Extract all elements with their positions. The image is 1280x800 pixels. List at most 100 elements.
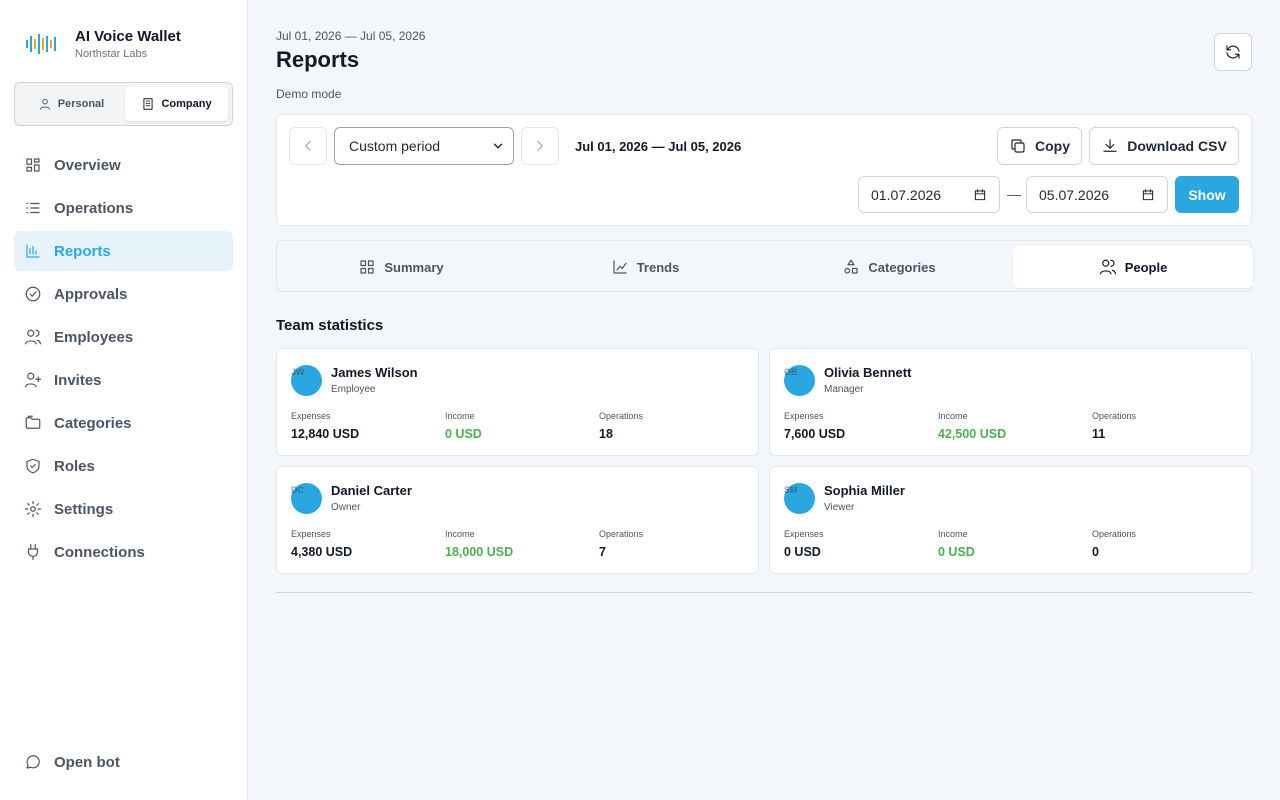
- stat-label: Operations: [599, 411, 644, 421]
- app-name: AI Voice Wallet: [75, 28, 181, 45]
- nav-label: Reports: [54, 242, 111, 260]
- avatar-initials: OB: [784, 367, 798, 377]
- period-select[interactable]: Custom period: [334, 127, 514, 165]
- nav-label: Overview: [54, 156, 121, 174]
- avatar: SM: [784, 483, 815, 514]
- tab[interactable]: Summary: [281, 246, 521, 288]
- icon: [24, 329, 42, 345]
- icon: [26, 244, 40, 258]
- show-button[interactable]: Show: [1175, 176, 1239, 213]
- tab-bar: Summary Trends Categories People: [276, 240, 1253, 292]
- stat-label: Income: [445, 529, 475, 539]
- avatar: DC: [291, 483, 322, 514]
- stat-label: Operations: [1092, 529, 1137, 539]
- stat-value: 12,840 USD: [291, 427, 360, 441]
- nav-item[interactable]: Settings: [14, 489, 233, 529]
- icon: [27, 543, 39, 561]
- icon: [1099, 259, 1116, 275]
- refresh-button[interactable]: [1214, 33, 1252, 71]
- avatar-initials: JW: [291, 367, 305, 377]
- header-range: Jul 01, 2026 — Jul 05, 2026: [276, 29, 426, 43]
- avatar: JW: [291, 365, 322, 396]
- open-bot[interactable]: Open bot: [14, 742, 233, 782]
- org-name: Northstar Labs: [75, 48, 148, 60]
- nav-item[interactable]: Reports: [14, 231, 233, 271]
- nav-item[interactable]: Overview: [14, 145, 233, 185]
- icon: [26, 158, 40, 172]
- icon: [844, 259, 858, 274]
- download-button[interactable]: Download CSV: [1089, 127, 1239, 165]
- icon: [26, 202, 40, 214]
- tab[interactable]: Categories: [769, 246, 1009, 288]
- date-from-value: 01.07.2026: [871, 186, 942, 203]
- icon: [613, 260, 627, 274]
- nav-label: Invites: [54, 371, 102, 389]
- tab-label: Trends: [636, 259, 680, 275]
- stat-value: 4,380 USD: [291, 545, 353, 559]
- stat-label: Income: [938, 411, 968, 421]
- avatar: OB: [784, 365, 815, 396]
- nav-label: Connections: [54, 543, 145, 561]
- section-title: Team statistics: [276, 317, 384, 334]
- stat-value: 18,000 USD: [445, 545, 514, 559]
- icon: [24, 372, 42, 388]
- stat-label: Expenses: [291, 411, 331, 421]
- person-card: DC Daniel Carter Owner Expenses 4,380 USD Inc…: [276, 466, 759, 574]
- stat-label: Income: [938, 529, 968, 539]
- person-name: Olivia Bennett: [824, 365, 912, 380]
- person-name: Sophia Miller: [824, 483, 905, 498]
- nav-item[interactable]: Operations: [14, 188, 233, 228]
- nav-item[interactable]: Employees: [14, 317, 233, 357]
- person-role: Owner: [331, 502, 361, 513]
- tab-label: People: [1124, 259, 1168, 275]
- prev-button[interactable]: [289, 127, 327, 165]
- stat-value: 0 USD: [938, 545, 975, 559]
- nav-label: Settings: [54, 500, 114, 518]
- copy-button[interactable]: Copy: [997, 127, 1082, 165]
- icon: [25, 286, 41, 302]
- avatar-initials: SM: [784, 485, 798, 495]
- date-from[interactable]: 01.07.2026: [858, 176, 1000, 213]
- nav-item[interactable]: Roles: [14, 446, 233, 486]
- nav-item[interactable]: Invites: [14, 360, 233, 400]
- period-value: Custom period: [349, 138, 441, 154]
- person-name: James Wilson: [331, 365, 418, 380]
- person-role: Employee: [331, 384, 376, 395]
- logo: [26, 34, 56, 54]
- stat-label: Expenses: [291, 529, 331, 539]
- nav-label: Approvals: [54, 285, 128, 303]
- download-label: Download CSV: [1127, 138, 1227, 154]
- tab[interactable]: People: [1013, 246, 1253, 288]
- date-to-value: 05.07.2026: [1039, 186, 1110, 203]
- icon: [26, 458, 40, 474]
- nav-label: Roles: [54, 457, 95, 475]
- toolbar-range: Jul 01, 2026 — Jul 05, 2026: [575, 139, 742, 154]
- person-card: OB Olivia Bennett Manager Expenses 7,600 USD…: [769, 348, 1252, 456]
- stat-value: 0: [1092, 545, 1099, 559]
- nav-item[interactable]: Approvals: [14, 274, 233, 314]
- stat-value: 11: [1092, 427, 1106, 441]
- nav-item[interactable]: Connections: [14, 532, 233, 572]
- page-title: Reports: [276, 47, 360, 72]
- icon: [25, 415, 41, 429]
- date-separator: —: [1007, 186, 1021, 202]
- open-bot-label: Open bot: [54, 753, 120, 771]
- mode-personal[interactable]: Personal: [19, 87, 123, 121]
- stat-value: 42,500 USD: [938, 427, 1007, 441]
- mode-company[interactable]: Company: [125, 87, 228, 121]
- next-button[interactable]: [521, 127, 559, 165]
- stat-label: Expenses: [784, 411, 824, 421]
- stat-value: 7,600 USD: [784, 427, 846, 441]
- mode-note: Demo mode: [276, 87, 342, 101]
- tab[interactable]: Trends: [525, 246, 765, 288]
- copy-label: Copy: [1035, 138, 1070, 154]
- divider: [276, 592, 1252, 593]
- date-to[interactable]: 05.07.2026: [1026, 176, 1168, 213]
- person-card: SM Sophia Miller Viewer Expenses 0 USD Income…: [769, 466, 1252, 574]
- stat-label: Operations: [599, 529, 644, 539]
- tab-label: Summary: [384, 259, 444, 275]
- stat-value: 0 USD: [445, 427, 482, 441]
- nav-item[interactable]: Categories: [14, 403, 233, 443]
- mode-toggle: Personal Company: [14, 82, 233, 126]
